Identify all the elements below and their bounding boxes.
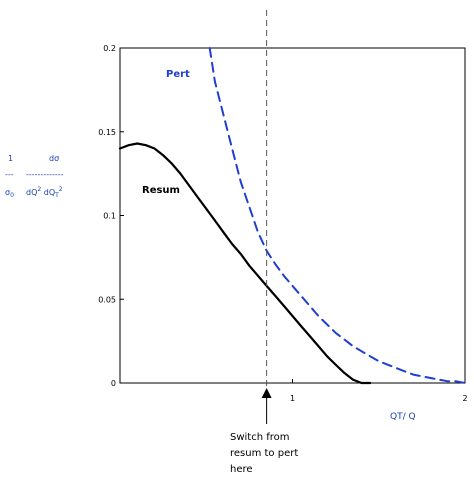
switch-arrow-icon — [261, 388, 272, 398]
y-label-den-left: σ0 — [5, 188, 14, 199]
series-label-pert: Pert — [166, 69, 190, 80]
y-label-den-right: dQ2 dQT2 — [26, 186, 63, 199]
y-tick-label: 0 — [111, 379, 116, 388]
series-label-resum: Resum — [142, 185, 180, 196]
series-line-pert — [208, 47, 466, 384]
y-label-dq: dQ — [26, 188, 37, 197]
plot-area-frame — [119, 47, 466, 384]
y-tick-label: 0.05 — [98, 295, 116, 304]
x-tick-label: 1 — [290, 394, 295, 403]
y-tick-label: 0.2 — [103, 44, 116, 53]
switch-note-line-1: Switch from — [230, 432, 290, 443]
x-axis-label: QT/ Q — [390, 412, 416, 422]
switch-note-line-2: resum to pert — [230, 448, 298, 459]
y-label-dash-right: ------------- — [26, 170, 64, 179]
y-axis-ticks: 0 0.05 0.1 0.15 0.2 — [98, 44, 124, 388]
series-line-resum — [118, 142, 372, 385]
y-label-sigma: σ — [5, 188, 10, 197]
y-tick-label: 0.15 — [98, 128, 116, 137]
y-label-num-right: dσ — [49, 154, 59, 163]
y-label-dqt: dQ — [41, 188, 55, 197]
y-label-sigma-sub: 0 — [10, 192, 14, 199]
y-tick-label: 0.1 — [103, 212, 116, 221]
y-label-dash-left: --- — [5, 170, 14, 179]
switch-note-line-3: here — [230, 464, 253, 475]
y-label-dqt-sub: T — [54, 192, 59, 199]
y-axis-label: 1 dσ --- ------------- σ0 dQ2 dQT2 — [5, 154, 64, 199]
x-tick-label: 2 — [462, 394, 467, 403]
series-layer — [118, 47, 466, 385]
y-label-dqt-sup: 2 — [59, 186, 63, 193]
y-label-dq-sup: 2 — [37, 186, 41, 193]
y-label-num-left: 1 — [8, 154, 13, 163]
